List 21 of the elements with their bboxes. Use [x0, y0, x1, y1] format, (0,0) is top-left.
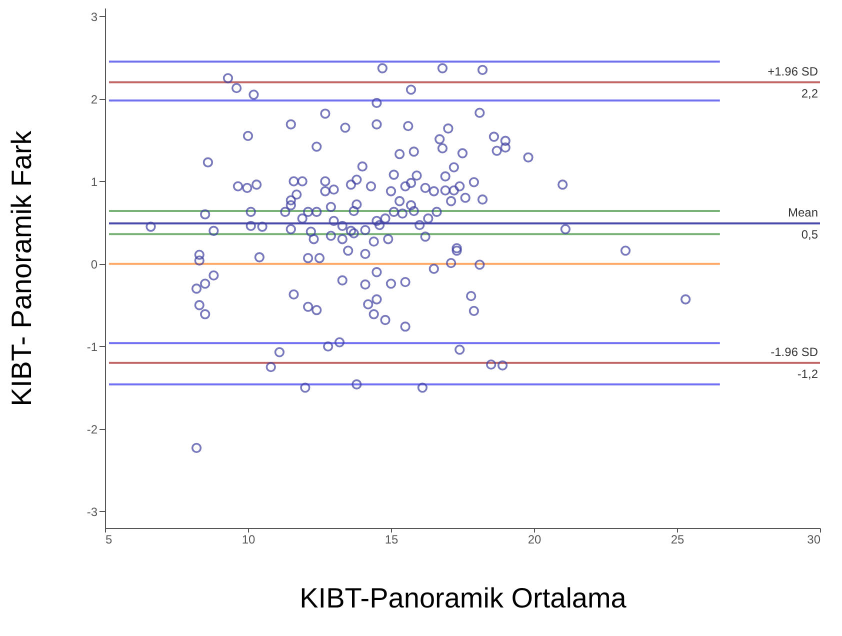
y-tick-label: 1: [90, 174, 98, 189]
y-tick-label: -3: [86, 504, 98, 519]
y-axis-title: KIBT- Panoramik Fark: [6, 130, 37, 406]
y-tick-label: 3: [90, 10, 98, 24]
x-tick-label: 10: [242, 532, 256, 546]
y-tick-label: 2: [90, 92, 98, 106]
y-tick-label: -1: [86, 340, 98, 354]
annotation: 0,5: [801, 227, 818, 242]
annotation: 2,2: [801, 86, 818, 100]
x-tick-label: 30: [807, 532, 821, 546]
annotation: -1,2: [797, 366, 818, 381]
x-tick-label: 5: [106, 532, 112, 546]
x-axis-title: KIBT-Panoramik Ortalama: [300, 582, 627, 614]
ref-line-label: -1.96 SD: [770, 344, 818, 359]
y-tick-label: -2: [86, 422, 98, 436]
ref-line-label: +1.96 SD: [768, 64, 818, 78]
x-tick-label: 20: [528, 532, 542, 546]
y-tick-label: 0: [90, 257, 98, 272]
x-tick-label: 25: [670, 532, 684, 546]
x-tick-label: 15: [384, 532, 398, 546]
ref-line-label: Mean: [788, 205, 818, 220]
